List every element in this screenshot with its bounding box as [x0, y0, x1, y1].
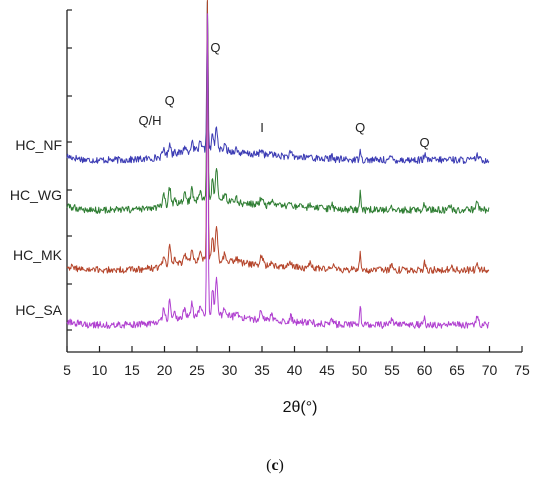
series-layer: [66, 0, 490, 329]
x-axis-title: 2θ(°): [283, 399, 318, 416]
x-tick-label: 65: [449, 362, 465, 378]
series-label: HC_MK: [13, 247, 63, 263]
x-tick-label: 20: [157, 362, 173, 378]
x-tick-label: 50: [352, 362, 368, 378]
labels-layer: HC_NF HC_WG HC_MK HC_SA Q/H Q Q I Q Q: [10, 40, 430, 318]
series-line-hc-mk: [66, 0, 490, 274]
series-line-hc-wg: [66, 0, 490, 214]
axes: 5 10 15 20 25 30 35 40 45 50 55 60 65 70 75: [63, 9, 530, 378]
x-tick-label: 30: [222, 362, 238, 378]
series-line-hc-nf: [66, 1, 490, 164]
peak-annotation: Q: [419, 135, 429, 150]
x-tick-label: 55: [384, 362, 400, 378]
x-tick-label: 25: [189, 362, 205, 378]
x-tick-label: 40: [287, 362, 303, 378]
peak-annotation: Q/H: [138, 113, 161, 128]
x-tick-label: 5: [63, 362, 71, 378]
x-tick-label: 35: [254, 362, 270, 378]
series-label: HC_SA: [15, 302, 62, 318]
x-tick-label: 10: [92, 362, 108, 378]
x-tick-label: 15: [124, 362, 140, 378]
peak-annotation: Q: [210, 40, 220, 55]
peak-annotation: Q: [165, 93, 175, 108]
x-tick-label: 75: [514, 362, 530, 378]
panel-label: (c): [266, 457, 284, 474]
x-tick-label: 70: [482, 362, 498, 378]
series-label: HC_WG: [10, 187, 62, 203]
series-label: HC_NF: [15, 137, 62, 153]
x-tick-label: 60: [417, 362, 433, 378]
peak-annotation: I: [260, 120, 264, 135]
series-line-hc-sa: [66, 13, 490, 329]
peak-annotation: Q: [355, 120, 365, 135]
x-tick-label: 45: [319, 362, 335, 378]
